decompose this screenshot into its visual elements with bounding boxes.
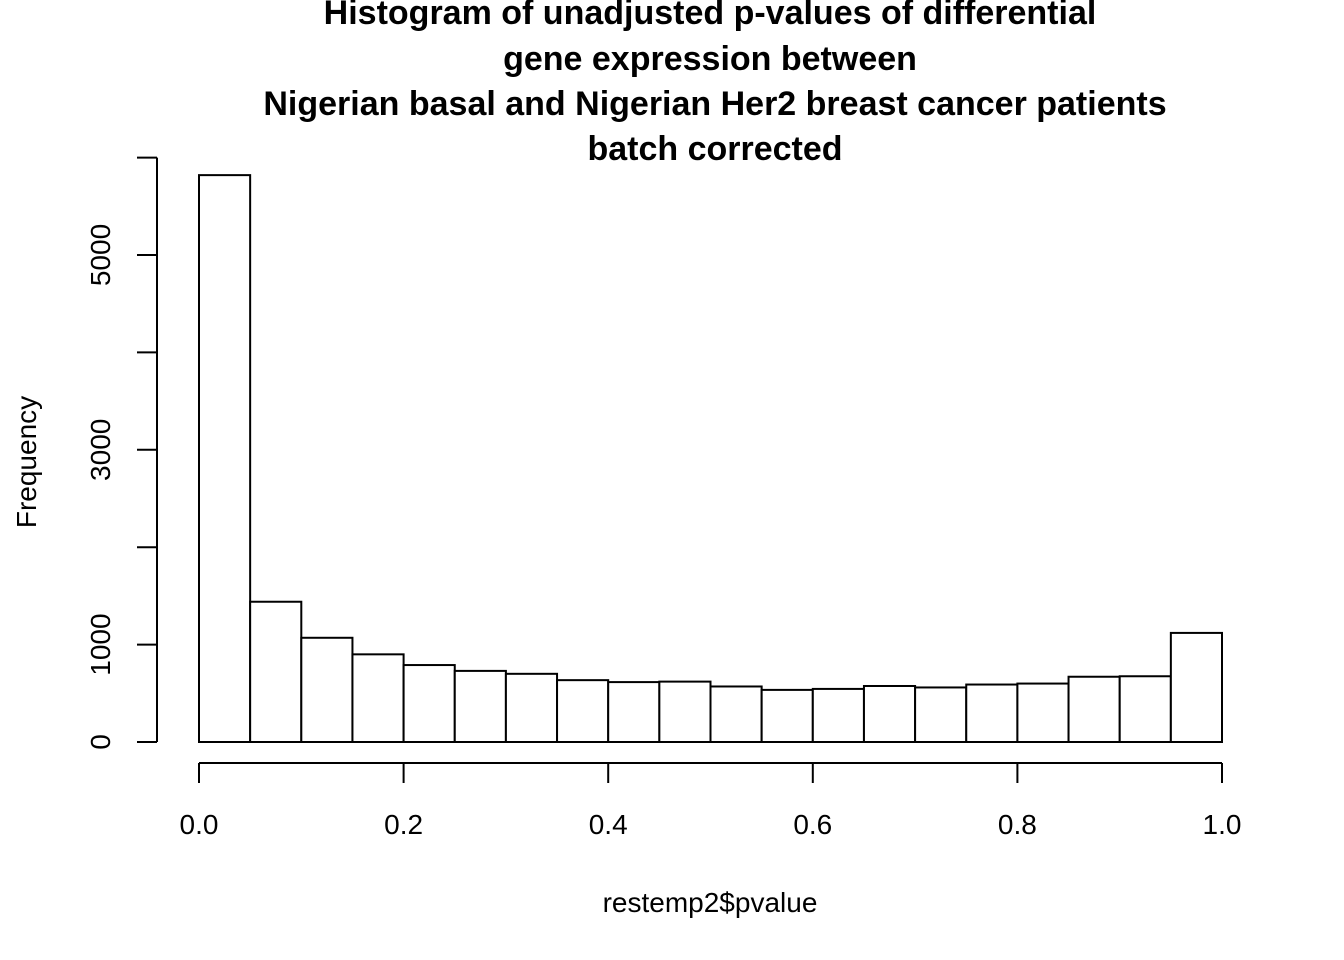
histogram-bar: [862, 684, 917, 743]
title-line-4: batch corrected: [587, 130, 842, 168]
y-tick-label: 1000: [85, 613, 116, 675]
x-tick-label: 0.8: [998, 809, 1037, 840]
histogram-bar: [658, 680, 712, 743]
histogram-bar: [402, 664, 456, 744]
y-axis: 0 1000 3000 5000: [85, 156, 158, 750]
histogram-bar: [556, 679, 610, 743]
y-tick-label: 3000: [85, 419, 116, 481]
histogram-bar: [198, 174, 252, 743]
histogram-bar: [351, 653, 405, 744]
histogram-bar: [1169, 631, 1223, 743]
histogram-bar: [607, 681, 661, 743]
x-axis-label: restemp2$pvalue: [603, 887, 818, 918]
title-line-3: Nigerian basal and Nigerian Her2 breast …: [263, 85, 1166, 123]
x-tick-label: 1.0: [1203, 809, 1242, 840]
histogram-bar: [453, 669, 507, 744]
x-tick-label: 0.0: [180, 809, 219, 840]
x-tick-label: 0.2: [384, 809, 423, 840]
histogram-bar: [914, 686, 968, 743]
y-tick-label: 0: [85, 734, 116, 750]
x-axis: 0.0 0.2 0.4 0.6 0.8 1.0: [180, 762, 1242, 840]
histogram-bar: [504, 672, 559, 744]
histogram-bar: [1067, 675, 1121, 744]
title-line-1: Histogram of unadjusted p-values of diff…: [324, 0, 1097, 32]
histogram-bar: [249, 600, 303, 744]
histogram-bar: [709, 685, 763, 743]
histogram-bar: [811, 687, 865, 743]
x-tick-label: 0.4: [589, 809, 628, 840]
histogram-bar: [1118, 675, 1172, 744]
histogram-bars: [198, 174, 1223, 744]
title-line-2: gene expression between: [503, 40, 917, 78]
histogram-bar: [965, 683, 1019, 743]
histogram-bar: [300, 636, 354, 743]
y-tick-label: 5000: [85, 224, 116, 286]
chart-title: Histogram of unadjusted p-values of diff…: [263, 0, 1166, 168]
histogram-bar: [760, 688, 814, 743]
histogram-bar: [1016, 682, 1070, 743]
x-tick-label: 0.6: [793, 809, 832, 840]
y-axis-label: Frequency: [11, 396, 42, 528]
